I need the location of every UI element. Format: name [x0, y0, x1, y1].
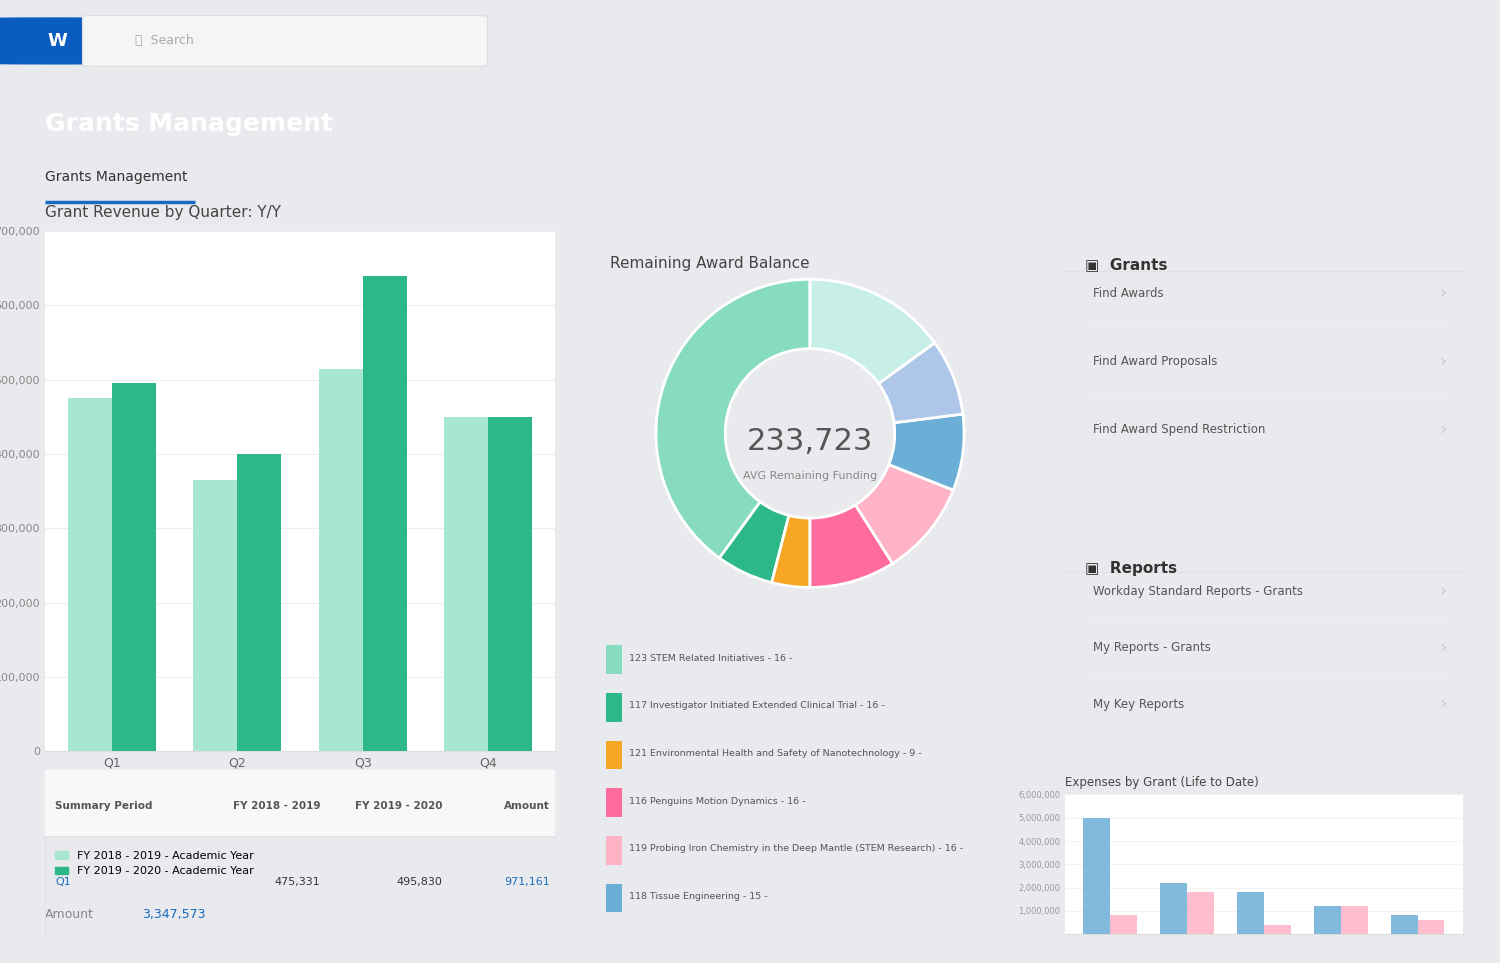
Wedge shape	[890, 414, 965, 490]
Bar	[606, 788, 622, 817]
Text: 116 Penguins Motion Dynamics - 16 -: 116 Penguins Motion Dynamics - 16 -	[628, 796, 806, 806]
Wedge shape	[810, 505, 892, 587]
Text: Q1: Q1	[56, 876, 70, 887]
FancyBboxPatch shape	[82, 15, 488, 66]
Bar	[488, 417, 532, 751]
Wedge shape	[771, 515, 810, 587]
Wedge shape	[810, 279, 934, 383]
Text: ›: ›	[1440, 583, 1446, 600]
Bar	[194, 480, 237, 751]
Text: ›: ›	[1440, 421, 1446, 439]
Text: FY 2018 - 2019: FY 2018 - 2019	[232, 801, 321, 812]
Bar	[606, 645, 622, 674]
Wedge shape	[879, 343, 963, 423]
Circle shape	[0, 18, 477, 64]
Text: Workday Standard Reports - Grants: Workday Standard Reports - Grants	[1094, 585, 1304, 598]
Bar	[112, 383, 156, 751]
Bar	[1186, 892, 1214, 934]
Text: ▣  Grants: ▣ Grants	[1084, 257, 1167, 272]
Bar	[1083, 818, 1110, 934]
Text: 119 Probing Iron Chemistry in the Deep Mantle (STEM Research) - 16 -: 119 Probing Iron Chemistry in the Deep M…	[628, 845, 963, 853]
Text: Amount: Amount	[45, 907, 94, 921]
Bar	[444, 417, 488, 751]
Text: Find Awards: Find Awards	[1094, 287, 1164, 300]
Text: 971,161: 971,161	[504, 876, 550, 887]
Bar	[606, 693, 622, 722]
Text: ▣  Reports: ▣ Reports	[1084, 560, 1178, 576]
Text: Remaining Award Balance: Remaining Award Balance	[610, 256, 810, 271]
Bar	[1263, 924, 1290, 934]
Text: Amount: Amount	[504, 801, 550, 812]
Bar	[363, 275, 407, 751]
Text: 233,723: 233,723	[747, 427, 873, 455]
Text: 🔍  Search: 🔍 Search	[135, 35, 194, 47]
Text: ›: ›	[1440, 695, 1446, 714]
Text: Expenses by Grant (Life to Date): Expenses by Grant (Life to Date)	[1065, 776, 1258, 789]
Text: 475,331: 475,331	[274, 876, 321, 887]
Bar	[68, 399, 112, 751]
Text: Find Award Proposals: Find Award Proposals	[1094, 355, 1216, 368]
Text: 495,830: 495,830	[398, 876, 442, 887]
Text: 121 Environmental Health and Safety of Nanotechnology - 9 -: 121 Environmental Health and Safety of N…	[628, 749, 921, 758]
Bar	[1341, 906, 1368, 934]
Wedge shape	[720, 502, 789, 583]
Text: 123 STEM Related Initiatives - 16 -: 123 STEM Related Initiatives - 16 -	[628, 654, 792, 663]
Bar	[237, 454, 280, 751]
Legend: FY 2018 - 2019 - Academic Year, FY 2019 - 2020 - Academic Year: FY 2018 - 2019 - Academic Year, FY 2019 …	[51, 846, 258, 881]
Bar	[606, 741, 622, 769]
Text: 117 Investigator Initiated Extended Clinical Trial - 16 -: 117 Investigator Initiated Extended Clin…	[628, 701, 885, 711]
Text: W: W	[46, 32, 68, 50]
Bar	[606, 836, 622, 865]
Wedge shape	[656, 279, 810, 558]
Bar	[320, 369, 363, 751]
Bar	[45, 770, 555, 836]
Text: My Reports - Grants: My Reports - Grants	[1094, 641, 1210, 654]
Text: ›: ›	[1440, 352, 1446, 371]
Bar	[606, 884, 622, 913]
Text: My Key Reports: My Key Reports	[1094, 698, 1184, 711]
Bar	[1110, 916, 1137, 934]
Bar	[1390, 916, 1417, 934]
Text: ›: ›	[1440, 285, 1446, 302]
Text: 118 Tissue Engineering - 15 -: 118 Tissue Engineering - 15 -	[628, 892, 768, 901]
Wedge shape	[855, 464, 954, 563]
Bar	[1418, 921, 1444, 934]
Text: Find Award Spend Restriction: Find Award Spend Restriction	[1094, 424, 1264, 436]
Text: Summary Period: Summary Period	[56, 801, 153, 812]
Bar	[1160, 883, 1186, 934]
Text: Grants Management: Grants Management	[45, 170, 188, 184]
Text: Grants Management: Grants Management	[45, 113, 333, 136]
Text: AVG Remaining Funding: AVG Remaining Funding	[742, 472, 878, 482]
Text: FY 2019 - 2020: FY 2019 - 2020	[356, 801, 442, 812]
Text: 3,347,573: 3,347,573	[142, 907, 206, 921]
Bar	[1314, 906, 1341, 934]
Text: ›: ›	[1440, 638, 1446, 657]
Bar	[1238, 892, 1263, 934]
Text: Grant Revenue by Quarter: Y/Y: Grant Revenue by Quarter: Y/Y	[45, 205, 280, 221]
